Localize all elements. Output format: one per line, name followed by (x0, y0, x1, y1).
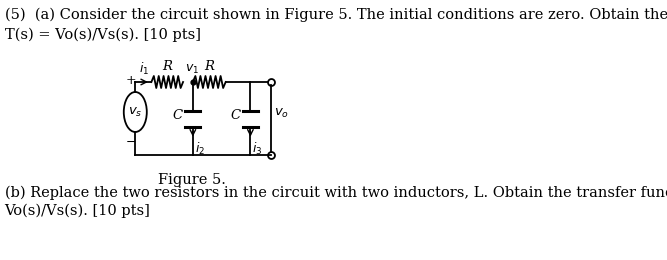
Text: (5)  (a) Consider the circuit shown in Figure 5. The initial conditions are zero: (5) (a) Consider the circuit shown in Fi… (5, 8, 667, 22)
Text: +: + (126, 74, 137, 87)
Text: $i_2$: $i_2$ (195, 140, 205, 157)
Text: (b) Replace the two resistors in the circuit with two inductors, L. Obtain the t: (b) Replace the two resistors in the cir… (5, 186, 667, 200)
Text: R: R (162, 60, 172, 73)
Text: $v_1$: $v_1$ (185, 63, 199, 76)
Text: Figure 5.: Figure 5. (158, 173, 226, 187)
Text: $v_o$: $v_o$ (274, 107, 289, 120)
Text: Vo(s)/Vs(s). [10 pts]: Vo(s)/Vs(s). [10 pts] (5, 204, 151, 218)
Text: $v_s$: $v_s$ (128, 106, 143, 119)
Text: T(s) = Vo(s)/Vs(s). [10 pts]: T(s) = Vo(s)/Vs(s). [10 pts] (5, 28, 201, 42)
Text: C: C (173, 109, 183, 122)
Text: $i_1$: $i_1$ (139, 61, 149, 77)
Text: −: − (126, 136, 137, 149)
Text: R: R (204, 60, 214, 73)
Text: $i_3$: $i_3$ (252, 140, 263, 157)
Text: C: C (231, 109, 241, 122)
